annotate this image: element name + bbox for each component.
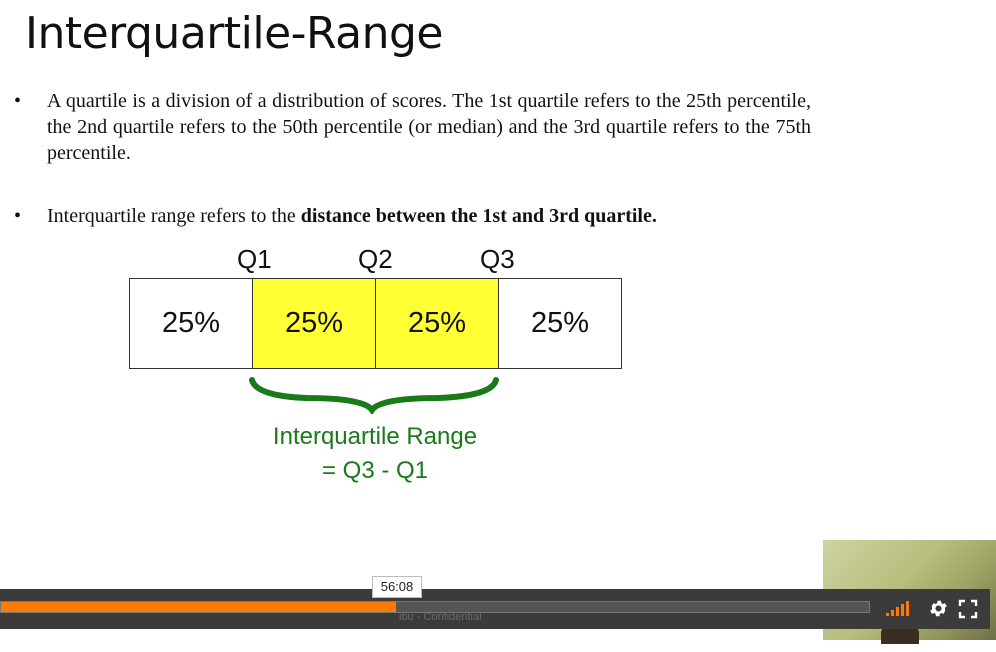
seek-progress (1, 602, 396, 612)
bullet-text-bold: distance between the 1st and 3rd quartil… (300, 205, 657, 227)
iqr-formula: = Q3 - Q1 (321, 457, 429, 484)
segment-1: 25% (129, 278, 253, 369)
bullet-dot: • (14, 90, 22, 112)
quartile-boxes: 25% 25% 25% 25% (129, 278, 622, 369)
fullscreen-icon[interactable] (958, 599, 978, 624)
segment-2: 25% (252, 278, 376, 369)
iqr-annotation: Interquartile Range = Q3 - Q1 (250, 420, 500, 488)
quartile-label-q2: Q2 (358, 244, 393, 274)
iqr-label: Interquartile Range (272, 423, 478, 450)
bullet-text: A quartile is a division of a distributi… (47, 90, 811, 164)
time-tooltip: 56:08 (372, 576, 422, 598)
watermark: ibu - Confidential (399, 611, 482, 623)
bullet-text-regular: Interquartile range refers to the (47, 205, 301, 227)
slide-title: Interquartile-Range (25, 8, 443, 59)
quartile-label-q1: Q1 (237, 244, 272, 274)
bullet-dot: • (14, 205, 22, 227)
bullet-text: Interquartile range refers to the distan… (47, 203, 827, 229)
curly-brace-icon (249, 377, 499, 414)
volume-icon[interactable] (886, 601, 909, 616)
quartile-label-q3: Q3 (480, 244, 515, 274)
settings-gear-icon[interactable] (928, 598, 949, 624)
seek-bar[interactable]: ibu - Confidential (0, 601, 870, 623)
segment-4: 25% (498, 278, 622, 369)
video-control-bar: ibu - Confidential (0, 589, 990, 629)
segment-3: 25% (375, 278, 499, 369)
